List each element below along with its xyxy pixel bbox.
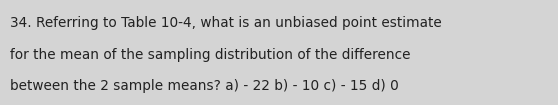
Text: 34. Referring to Table 10-4, what is an unbiased point estimate: 34. Referring to Table 10-4, what is an … [10,16,442,30]
Text: between the 2 sample means? a) - 22 b) - 10 c) - 15 d) 0: between the 2 sample means? a) - 22 b) -… [10,79,399,93]
Text: for the mean of the sampling distribution of the difference: for the mean of the sampling distributio… [10,48,411,62]
